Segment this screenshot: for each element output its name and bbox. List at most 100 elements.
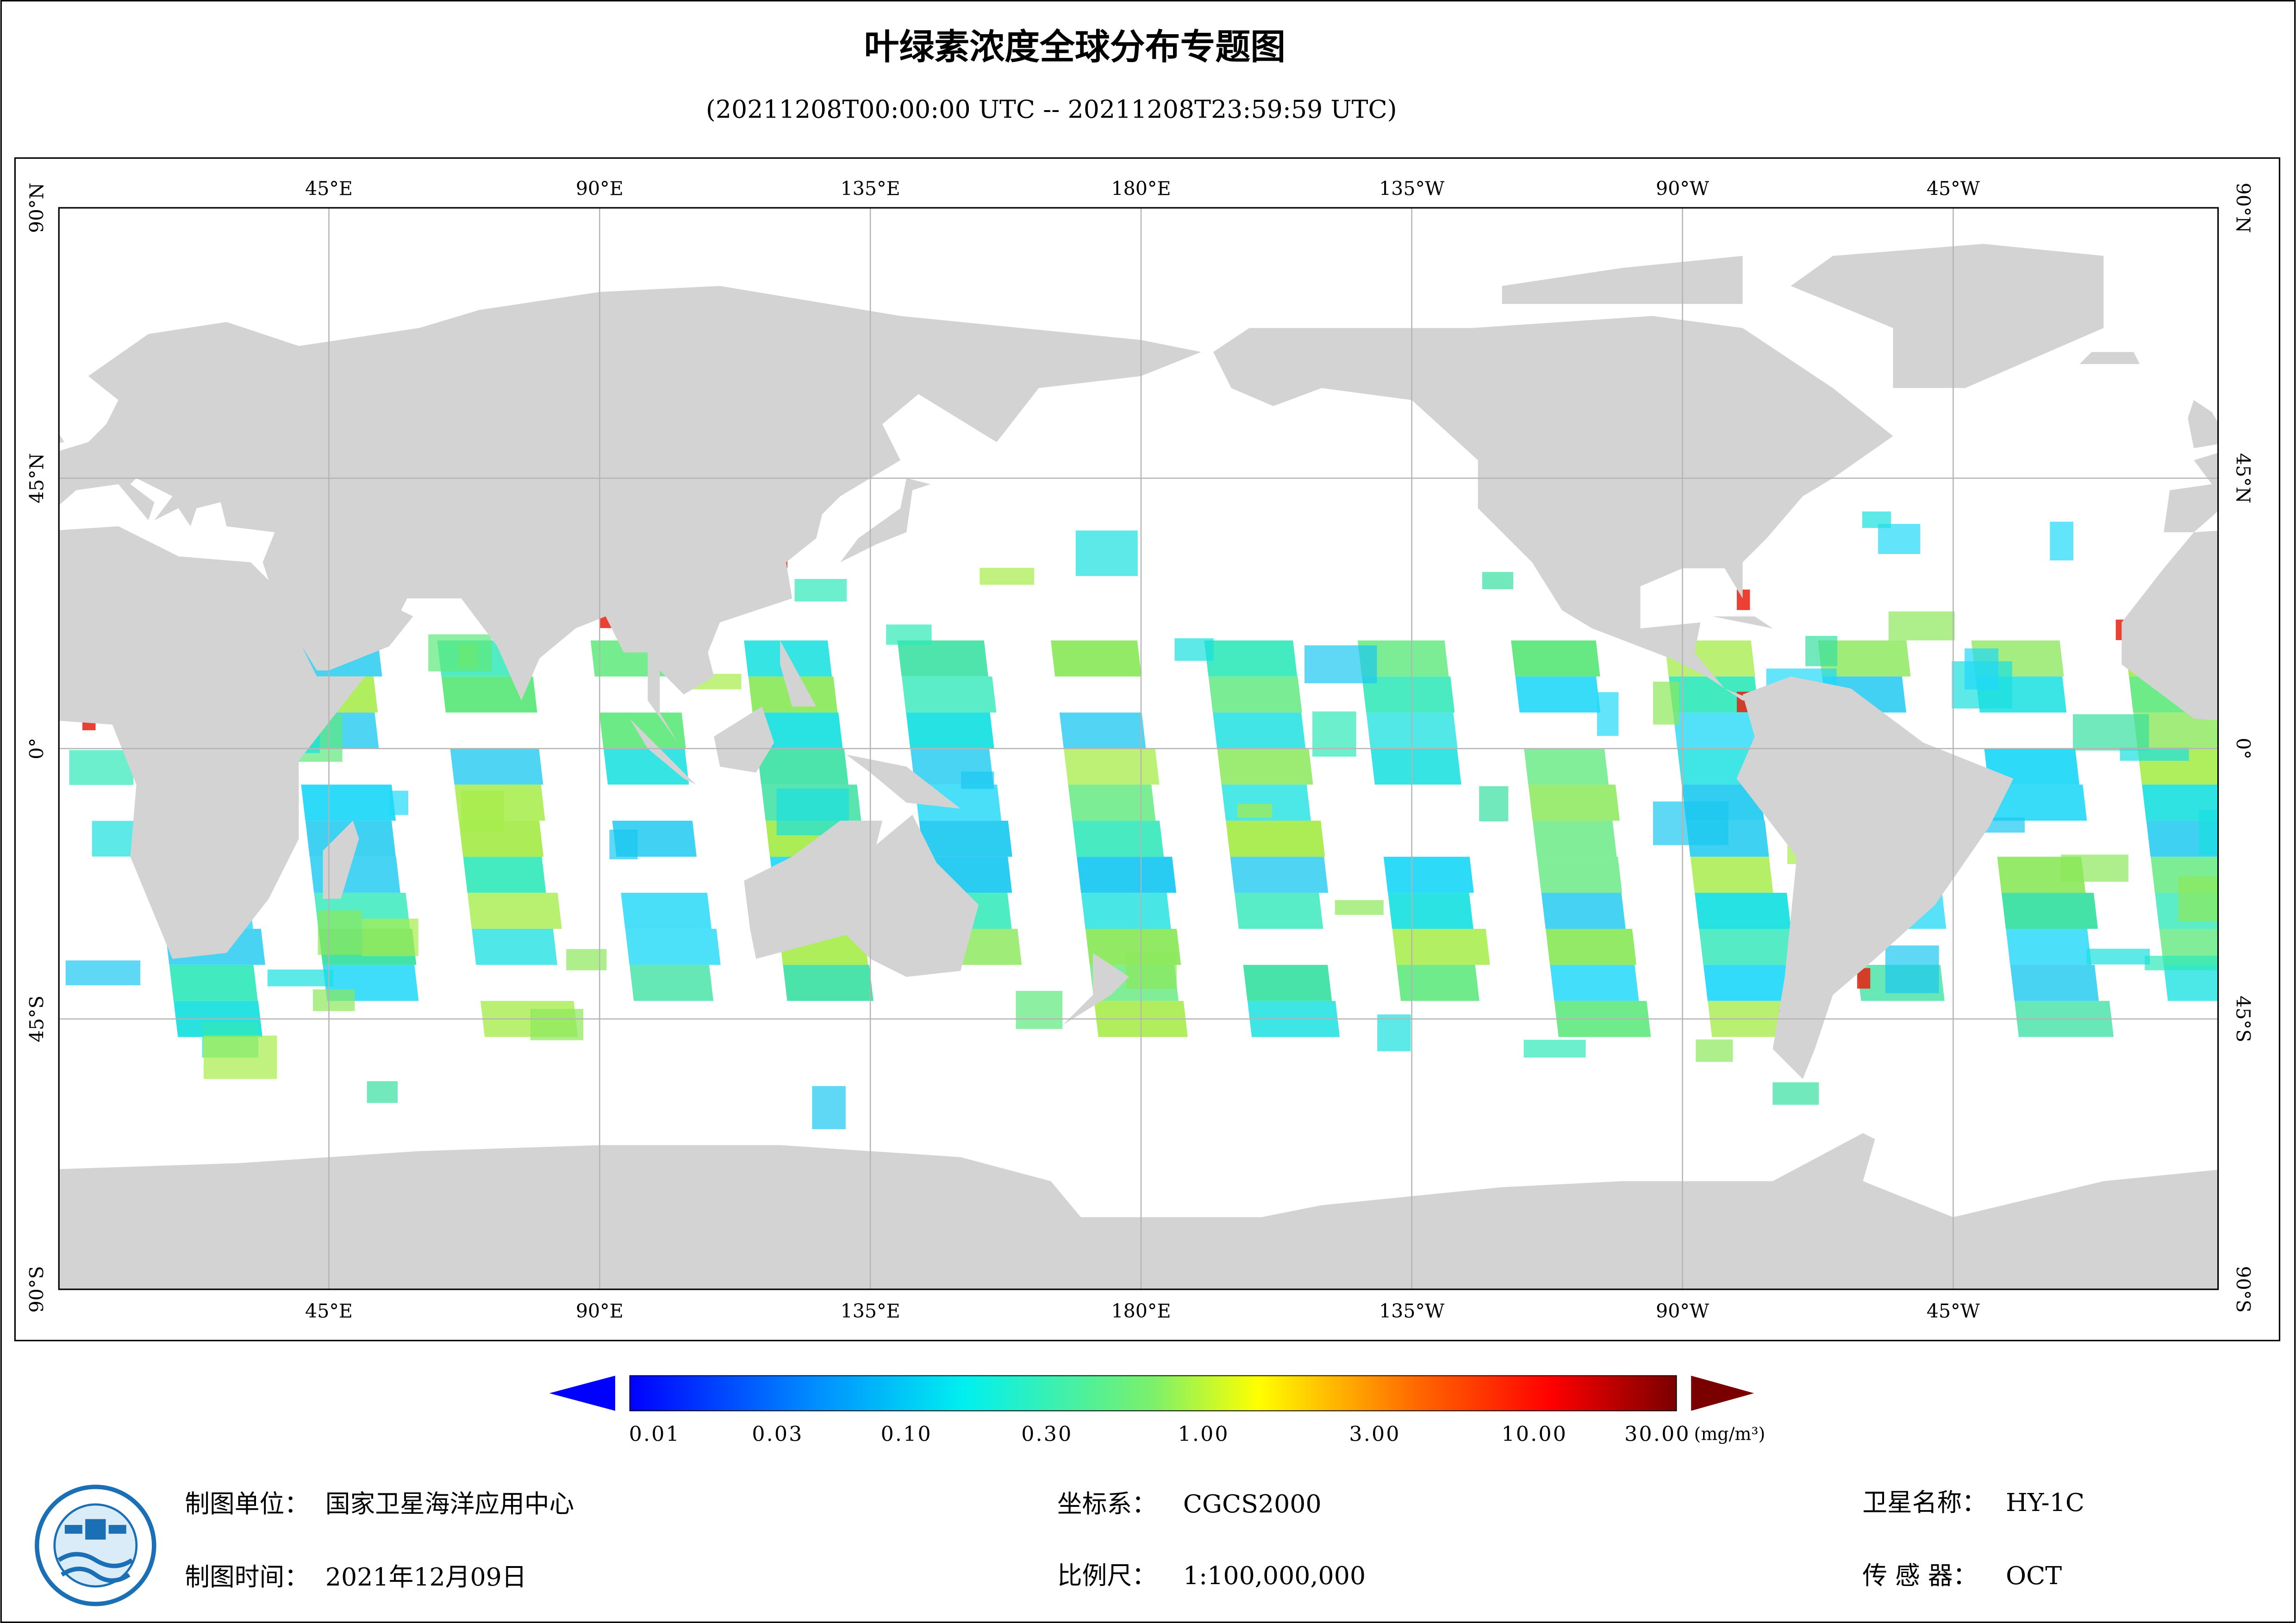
chlorophyll-patch (566, 949, 607, 970)
legend-label: 0.30 (1021, 1423, 1073, 1446)
footer-label: 坐标系： (1057, 1489, 1157, 1518)
footer-value: HY-1C (2006, 1488, 2084, 1517)
land-mass (2079, 352, 2140, 364)
lon-label-bottom: 45°E (305, 1300, 353, 1322)
lon-label-bottom: 135°E (841, 1300, 900, 1322)
chlorophyll-patch (1068, 784, 1156, 821)
chlorophyll-patch (1988, 784, 2087, 821)
chlorophyll-patch (1772, 1082, 1819, 1105)
chlorophyll-patch (1550, 964, 1639, 1001)
land-mass (59, 286, 1201, 743)
chlorophyll-patch (919, 821, 1012, 857)
chlorophyll-patch (389, 790, 409, 815)
chlorophyll-patch (1818, 640, 1911, 677)
land-mass (840, 478, 931, 563)
chlorophyll-patch (2073, 714, 2149, 751)
footer-label: 卫星名称： (1862, 1488, 1987, 1517)
chlorophyll-patch (1362, 676, 1455, 713)
chlorophyll-patch (2133, 712, 2218, 749)
chlorophyll-patch (621, 893, 711, 929)
chlorophyll-patch (1370, 748, 1461, 785)
chlorophyll-patch (1237, 804, 1273, 818)
land-mass (846, 754, 961, 809)
footer-label: 比例尺： (1057, 1561, 1157, 1590)
map-outer-frame (14, 157, 2281, 1342)
legend-high-arrow (1691, 1375, 1754, 1411)
chlorophyll-patch (267, 969, 334, 987)
chlorophyll-patch (757, 748, 849, 785)
chlorophyll-patch (530, 1009, 584, 1040)
chlorophyll-patch (1653, 801, 1728, 846)
footer-value: 2021年12月09日 (325, 1562, 527, 1592)
chlorophyll-patch (2199, 810, 2218, 855)
footer-value: CGCS2000 (1183, 1489, 1322, 1518)
graticule-labels: 45°E 45°E 90°E 90°E 135°E 135°E 180°E 180°E 135°… (25, 178, 2254, 1322)
lon-label-top: 45°E (305, 178, 353, 200)
chlorophyll-patch (1524, 748, 1609, 785)
lon-label-bottom: 180°E (1111, 1300, 1171, 1322)
chlorophyll-patch (1523, 1039, 1586, 1058)
chlorophyll-patch (752, 712, 843, 749)
legend-label: 0.10 (881, 1423, 932, 1446)
chlorophyll-patch (2061, 854, 2128, 882)
chlorophyll-patch (1537, 857, 1622, 893)
chlorophyll-patch (1653, 682, 1679, 725)
footer-label: 传 感 器： (1862, 1561, 1978, 1590)
chlorophyll-patch (1357, 640, 1449, 677)
footer-label: 制图时间： (185, 1562, 309, 1592)
chlorophyll-patch (1383, 857, 1474, 893)
lon-label-top: 45°W (1927, 178, 1980, 200)
land-mass (2188, 400, 2218, 448)
chlorophyll-patch (1482, 572, 1513, 590)
chlorophyll-patch (312, 989, 355, 1011)
chlorophyll-patch (1064, 748, 1160, 785)
chlorophyll-patch (1888, 611, 1955, 640)
chlorophyll-patch (203, 1035, 277, 1079)
chlorophyll-patch (1230, 857, 1329, 893)
lat-label-right: 45°N (2232, 453, 2254, 504)
chlorophyll-patch (599, 712, 686, 749)
chlorophyll-patch (69, 750, 134, 785)
chlorophyll-patch (1016, 991, 1063, 1029)
chlorophyll-patch (901, 676, 997, 713)
land-mass (2164, 453, 2218, 533)
lon-label-top: 135°W (1379, 178, 1445, 200)
chlorophyll-patch (441, 676, 537, 713)
lon-label-top: 90°E (576, 178, 624, 200)
chlorophyll-patch (1226, 821, 1325, 857)
chlorophyll-patch (367, 1081, 398, 1103)
lon-label-bottom: 135°W (1379, 1300, 1445, 1322)
chlorophyll-patch (1546, 929, 1637, 965)
lon-label-bottom: 90°W (1656, 1300, 1710, 1322)
chlorophyll-patch (812, 1086, 846, 1129)
lat-label-right: 90°S (2232, 1266, 2254, 1312)
footer-value: 1:100,000,000 (1183, 1561, 1366, 1590)
title: 叶绿素浓度全球分布专题图 (864, 26, 1286, 68)
chlorophyll-patch (2010, 964, 2099, 1001)
legend-label: 0.01 (629, 1423, 680, 1446)
chlorophyll-patch (1051, 640, 1142, 677)
chlorophyll-patch (1695, 893, 1791, 929)
chlorophyll-patch (1805, 636, 1837, 666)
land-mass (744, 815, 979, 977)
legend-label: 3.00 (1349, 1423, 1401, 1446)
land-mass (59, 526, 365, 959)
legend-label: 10.00 (1502, 1423, 1568, 1446)
graticule (59, 208, 2218, 1289)
land-mass (1063, 952, 1129, 1025)
chlorophyll-patch (625, 929, 721, 965)
chlorophyll-patch (1541, 893, 1626, 929)
chlorophyll-patch (2050, 522, 2074, 560)
legend-unit: (mg/m³) (1694, 1424, 1766, 1444)
lat-label-left: 45°S (25, 995, 48, 1042)
legend-label: 0.03 (752, 1423, 803, 1446)
chlorophyll-patch (1533, 821, 1617, 857)
land-mass (323, 821, 359, 899)
logo (35, 1485, 156, 1606)
chlorophyll-patch (980, 567, 1035, 585)
land-mass (1791, 243, 2104, 388)
high-chlorophyll-patch (1736, 589, 1750, 610)
legend-bar (629, 1375, 1677, 1412)
